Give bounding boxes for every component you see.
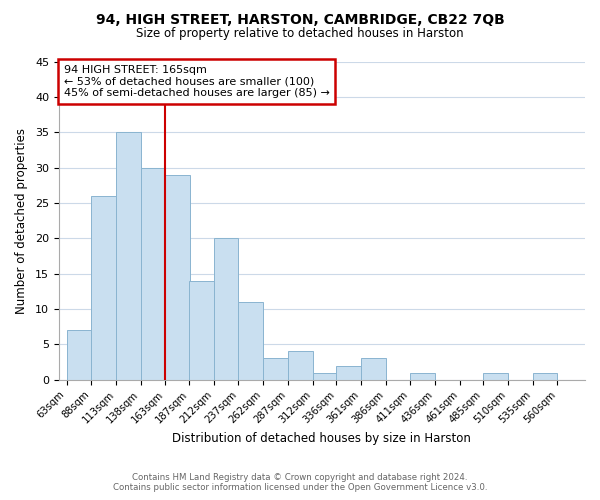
Text: Contains HM Land Registry data © Crown copyright and database right 2024.
Contai: Contains HM Land Registry data © Crown c… — [113, 473, 487, 492]
X-axis label: Distribution of detached houses by size in Harston: Distribution of detached houses by size … — [172, 432, 472, 445]
Bar — [238, 302, 263, 380]
Bar — [214, 238, 238, 380]
Text: Size of property relative to detached houses in Harston: Size of property relative to detached ho… — [136, 28, 464, 40]
Bar — [116, 132, 141, 380]
Bar — [166, 174, 190, 380]
Bar — [67, 330, 91, 380]
Bar — [361, 358, 386, 380]
Bar — [288, 352, 313, 380]
Bar — [484, 372, 508, 380]
Bar — [91, 196, 116, 380]
Bar — [189, 280, 214, 380]
Text: 94 HIGH STREET: 165sqm
← 53% of detached houses are smaller (100)
45% of semi-de: 94 HIGH STREET: 165sqm ← 53% of detached… — [64, 65, 329, 98]
Y-axis label: Number of detached properties: Number of detached properties — [15, 128, 28, 314]
Text: 94, HIGH STREET, HARSTON, CAMBRIDGE, CB22 7QB: 94, HIGH STREET, HARSTON, CAMBRIDGE, CB2… — [95, 12, 505, 26]
Bar — [410, 372, 435, 380]
Bar — [263, 358, 288, 380]
Bar — [141, 168, 166, 380]
Bar — [533, 372, 557, 380]
Bar — [336, 366, 361, 380]
Bar — [313, 372, 337, 380]
